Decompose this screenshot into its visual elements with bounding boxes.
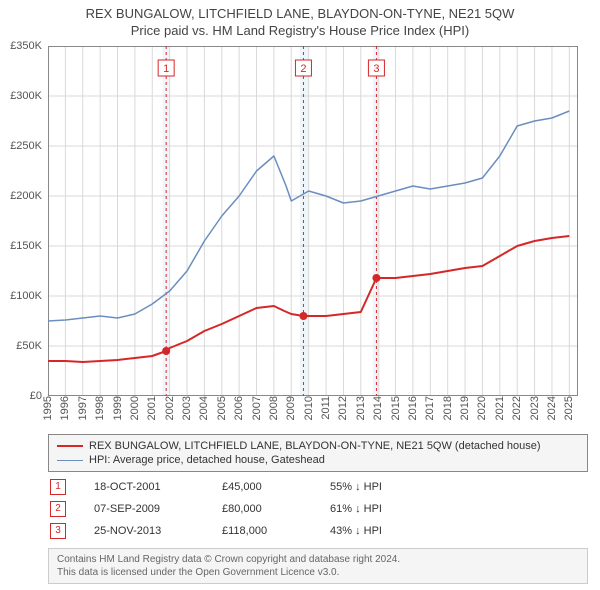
- legend-label: HPI: Average price, detached house, Gate…: [89, 454, 325, 466]
- legend-swatch: [57, 460, 83, 461]
- sale-marker: 3: [50, 523, 66, 539]
- x-tick-label: 1998: [94, 396, 106, 420]
- sale-marker: 2: [50, 501, 66, 517]
- y-tick-label: £350K: [2, 40, 42, 52]
- x-tick-label: 2004: [198, 396, 210, 420]
- y-tick-label: £100K: [2, 290, 42, 302]
- page: REX BUNGALOW, LITCHFIELD LANE, BLAYDON-O…: [0, 0, 600, 590]
- y-tick-label: £300K: [2, 90, 42, 102]
- sale-price: £118,000: [222, 525, 302, 537]
- sales-row: 3 25-NOV-2013 £118,000 43% ↓ HPI: [48, 520, 588, 542]
- x-tick-label: 2014: [372, 396, 384, 420]
- x-tick-label: 2017: [424, 396, 436, 420]
- y-tick-label: £150K: [2, 240, 42, 252]
- svg-text:1: 1: [163, 63, 169, 75]
- title-block: REX BUNGALOW, LITCHFIELD LANE, BLAYDON-O…: [0, 0, 600, 38]
- y-tick-label: £50K: [2, 340, 42, 352]
- footer-line-1: Contains HM Land Registry data © Crown c…: [57, 553, 579, 566]
- x-tick-label: 1997: [77, 396, 89, 420]
- sale-diff: 43% ↓ HPI: [330, 525, 382, 537]
- x-tick-label: 2016: [407, 396, 419, 420]
- title-line-1: REX BUNGALOW, LITCHFIELD LANE, BLAYDON-O…: [0, 6, 600, 21]
- x-tick-label: 2003: [181, 396, 193, 420]
- sale-date: 18-OCT-2001: [94, 481, 194, 493]
- x-tick-label: 2018: [442, 396, 454, 420]
- legend-swatch: [57, 445, 83, 447]
- footer-line-2: This data is licensed under the Open Gov…: [57, 566, 579, 579]
- x-tick-label: 2025: [563, 396, 575, 420]
- x-tick-label: 2000: [129, 396, 141, 420]
- x-tick-label: 2021: [494, 396, 506, 420]
- sales-table: 1 18-OCT-2001 £45,000 55% ↓ HPI 2 07-SEP-2009…: [48, 476, 588, 542]
- y-tick-label: £200K: [2, 190, 42, 202]
- svg-text:2: 2: [300, 63, 306, 75]
- x-tick-label: 2022: [511, 396, 523, 420]
- x-tick-label: 2006: [233, 396, 245, 420]
- sales-row: 2 07-SEP-2009 £80,000 61% ↓ HPI: [48, 498, 588, 520]
- sales-row: 1 18-OCT-2001 £45,000 55% ↓ HPI: [48, 476, 588, 498]
- x-tick-label: 2024: [546, 396, 558, 420]
- x-tick-label: 2002: [164, 396, 176, 420]
- legend-label: REX BUNGALOW, LITCHFIELD LANE, BLAYDON-O…: [89, 440, 541, 452]
- x-tick-label: 2020: [476, 396, 488, 420]
- x-tick-label: 1995: [42, 396, 54, 420]
- x-tick-label: 2013: [355, 396, 367, 420]
- x-tick-label: 2001: [146, 396, 158, 420]
- legend: REX BUNGALOW, LITCHFIELD LANE, BLAYDON-O…: [48, 434, 588, 472]
- footer: Contains HM Land Registry data © Crown c…: [48, 548, 588, 584]
- legend-row: REX BUNGALOW, LITCHFIELD LANE, BLAYDON-O…: [57, 439, 579, 453]
- sale-diff: 61% ↓ HPI: [330, 503, 382, 515]
- sale-price: £80,000: [222, 503, 302, 515]
- title-line-2: Price paid vs. HM Land Registry's House …: [0, 23, 600, 38]
- x-tick-label: 2015: [390, 396, 402, 420]
- x-tick-label: 2023: [529, 396, 541, 420]
- legend-row: HPI: Average price, detached house, Gate…: [57, 453, 579, 467]
- sale-date: 25-NOV-2013: [94, 525, 194, 537]
- x-tick-label: 2008: [268, 396, 280, 420]
- chart-svg: 1 2 3: [48, 46, 578, 396]
- svg-text:3: 3: [373, 63, 379, 75]
- sale-diff: 55% ↓ HPI: [330, 481, 382, 493]
- sale-marker: 1: [50, 479, 66, 495]
- x-tick-label: 2007: [251, 396, 263, 420]
- x-tick-label: 2010: [303, 396, 315, 420]
- chart-area: 123 £0£50K£100K£150K£200K£250K£300K£350K…: [48, 46, 578, 426]
- y-tick-label: £250K: [2, 140, 42, 152]
- x-tick-label: 2011: [320, 396, 332, 420]
- x-tick-label: 2019: [459, 396, 471, 420]
- y-tick-label: £0: [2, 390, 42, 402]
- x-tick-label: 2012: [337, 396, 349, 420]
- x-tick-label: 2009: [285, 396, 297, 420]
- sale-price: £45,000: [222, 481, 302, 493]
- x-tick-label: 1996: [59, 396, 71, 420]
- x-tick-label: 2005: [216, 396, 228, 420]
- x-tick-label: 1999: [112, 396, 124, 420]
- sale-date: 07-SEP-2009: [94, 503, 194, 515]
